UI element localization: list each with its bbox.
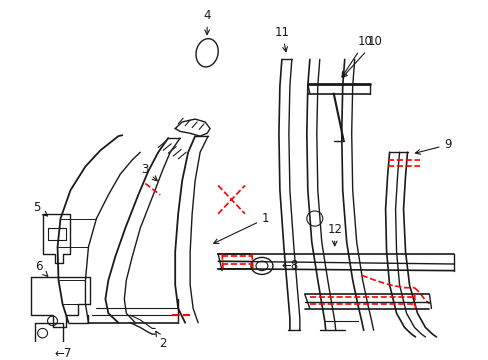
Text: 6: 6 [35,261,48,276]
Text: 9: 9 [415,138,451,154]
Text: 3: 3 [141,163,157,181]
Text: 11: 11 [274,26,289,52]
Text: 1: 1 [213,212,269,243]
Ellipse shape [196,39,218,67]
Ellipse shape [250,257,272,274]
Text: 10: 10 [341,35,372,77]
Text: 10: 10 [342,35,382,77]
Text: ←7: ←7 [55,347,72,360]
Text: 4: 4 [203,9,210,35]
Text: 12: 12 [326,222,342,246]
Text: 5: 5 [33,201,47,216]
Text: ←8: ←8 [281,260,299,273]
Text: 2: 2 [156,331,166,350]
